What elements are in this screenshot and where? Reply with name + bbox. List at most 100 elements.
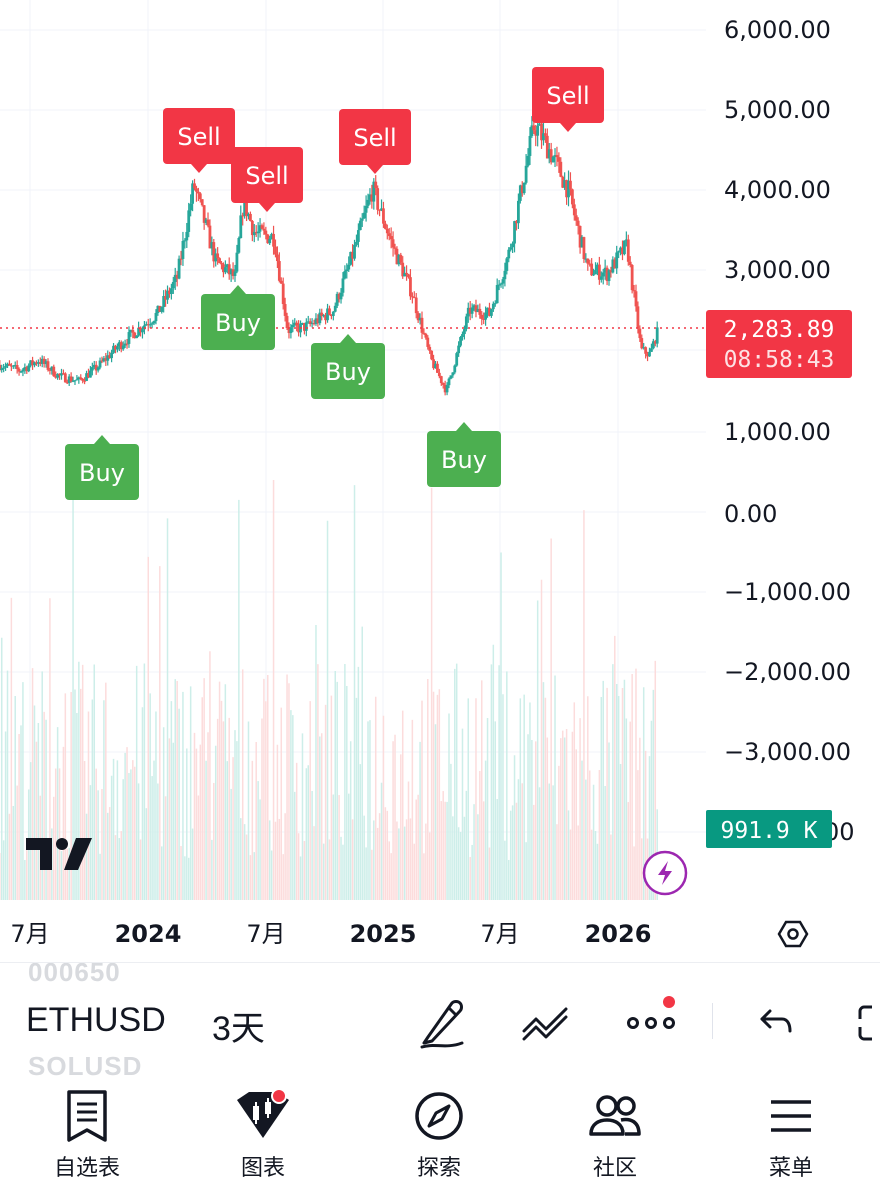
candle-body [304,322,308,331]
candle-body [453,365,457,373]
candle-body [9,365,13,367]
candle-body [445,385,449,393]
candle-body [252,231,256,236]
indicators-icon[interactable] [516,993,576,1053]
candle-body [272,233,275,247]
chart-settings-icon[interactable] [777,920,809,948]
candle-body [555,155,559,158]
candle-body [644,347,648,354]
candle-body [651,341,655,349]
candle-body [33,362,36,366]
candle-body [366,199,370,206]
symbol-name[interactable]: ETHUSD [26,1001,166,1039]
candle-body [42,358,46,365]
candle-body [634,291,638,307]
candle-body [96,367,100,371]
candle-body [353,244,356,259]
candle-body [468,307,472,314]
candle-body [551,156,555,163]
candle-body [262,228,266,231]
candle-body [21,369,25,372]
candle-body [434,363,437,369]
candle-body [264,230,268,235]
nav-watchlist[interactable]: 自选表 [22,1088,152,1188]
candle-body [328,308,331,315]
signal-label: Sell [353,124,396,152]
next-symbol-ghost[interactable]: SOLUSD [28,1051,143,1079]
interval-selector[interactable]: 3天 [212,1010,265,1048]
candle-body [301,322,304,324]
nav-community[interactable]: 社区 [550,1088,680,1188]
candle-body [67,376,71,383]
candle-body [310,323,314,325]
candle-body [303,322,306,331]
candle-body [430,350,434,360]
nav-label: 社区 [592,1156,637,1181]
candle-body [461,334,464,338]
price-axis[interactable]: 6,000.00 5,000.00 4,000.00 3,000.00 1,00… [724,16,855,846]
candle-body [114,345,117,350]
candle-body [574,215,578,221]
nav-menu[interactable]: 菜单 [726,1088,856,1188]
chart-area[interactable]: Sell Sell Sell Sell Buy Buy Buy Buy 6,000.00 5,… [0,0,880,962]
signal-label: Buy [79,459,125,487]
signal-label: Buy [325,358,371,386]
candle-body [463,329,466,335]
lightning-icon[interactable] [642,850,688,896]
pen-icon[interactable] [412,993,472,1053]
candle-body [129,329,133,333]
nav-explore[interactable]: 探索 [374,1088,504,1188]
candle-body [69,376,73,382]
nav-label: 菜单 [768,1156,813,1181]
candle-body [171,282,175,289]
candle-body [532,125,536,131]
signal-markers: Sell Sell Sell Sell Buy Buy Buy Buy [65,67,604,500]
candle-body [524,165,528,183]
candle-body [168,290,171,295]
more-icon[interactable] [621,993,681,1053]
buy-signal-marker: Buy [427,422,501,487]
candle-body [196,191,200,194]
candle-body [131,329,135,333]
candle-body [466,307,470,317]
candle-body [187,210,191,232]
x-tick-label: 7月 [480,920,519,948]
candle-body [83,380,87,382]
candle-body [85,373,88,381]
candle-body [279,280,283,284]
candle-body [162,296,166,308]
candle-body [223,267,227,273]
undo-icon[interactable] [744,993,804,1053]
candle-body [222,264,225,273]
candle-body [329,314,333,317]
candle-body [590,263,594,276]
candle-body [150,323,154,325]
candle-body [179,258,183,260]
signal-label: Sell [177,123,220,151]
candle-body [29,360,33,366]
candle-body [46,361,50,370]
candle-body [183,240,187,242]
candle-body [636,306,640,329]
candle-body [515,221,518,224]
candle-body [158,305,162,312]
time-axis[interactable]: 7月 2024 7月 2025 7月 2026 [10,920,651,948]
candle-body [306,321,310,323]
previous-symbol-ghost[interactable]: 000650 [28,962,121,987]
price-chart[interactable]: Sell Sell Sell Sell Buy Buy Buy Buy 6,000.00 5,… [0,0,880,962]
nav-chart[interactable]: 图表 [198,1088,328,1188]
candle-body [509,247,513,250]
candle-body [247,213,250,217]
candle-body [403,272,407,277]
candle-body [102,358,106,362]
candle-body [19,371,23,373]
candle-body [545,135,549,159]
fullscreen-icon[interactable] [846,993,880,1053]
candle-body [428,346,432,351]
bar-countdown: 08:58:43 [724,347,835,373]
candle-body [266,234,270,244]
candle-body [360,218,364,221]
candle-body [87,373,90,378]
candle-body [164,296,167,300]
candle-body [497,284,501,286]
